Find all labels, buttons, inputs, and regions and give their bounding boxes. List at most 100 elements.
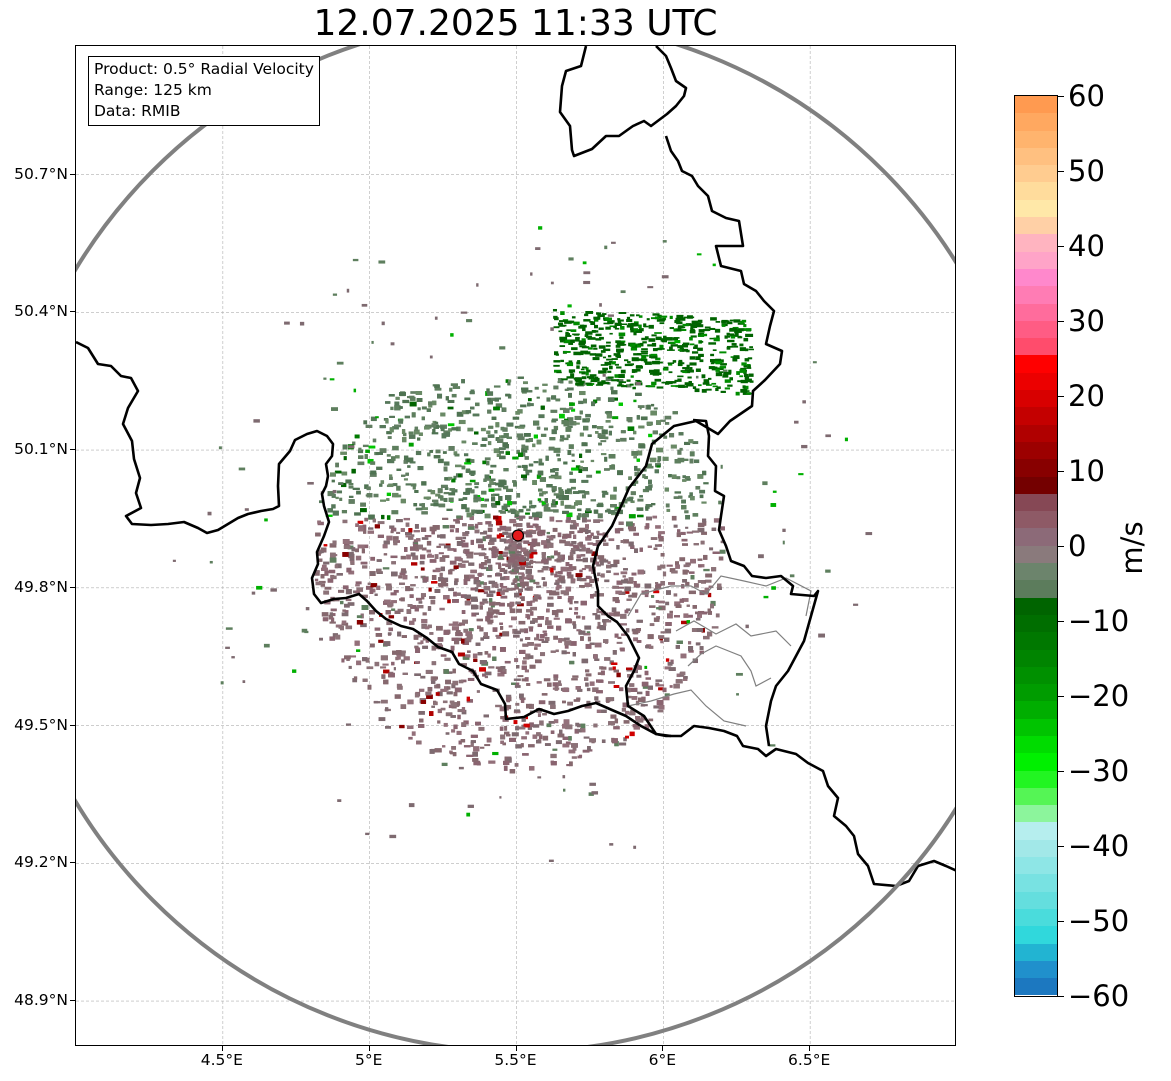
admin-border-3 <box>687 645 772 687</box>
colorbar-tick-label: −40 <box>1068 829 1130 863</box>
radar-map[interactable] <box>75 45 956 1046</box>
colorbar-tick-mark <box>1058 96 1064 97</box>
colorbar-segment <box>1015 199 1057 218</box>
colorbar-tick-mark <box>1058 846 1064 847</box>
map-title: 12.07.2025 11:33 UTC <box>313 3 718 44</box>
colorbar-tick-label: 50 <box>1068 154 1105 188</box>
colorbar-segment <box>1015 511 1057 529</box>
colorbar-tick-label: −60 <box>1068 979 1130 1013</box>
colorbar-tick-mark <box>1058 546 1064 547</box>
colorbar-segment <box>1015 372 1057 391</box>
x-tick-mark <box>662 1046 664 1051</box>
colorbar-tick-label: 0 <box>1068 529 1087 563</box>
colorbar-tick-mark <box>1058 396 1064 397</box>
colorbar-tick-mark <box>1058 771 1064 772</box>
colorbar-segment <box>1015 424 1057 442</box>
colorbar-segment <box>1015 165 1057 183</box>
x-tick-mark <box>515 1046 517 1051</box>
colorbar-tick-mark <box>1058 246 1064 247</box>
y-tick-label: 48.9°N <box>14 991 68 1010</box>
y-tick-mark <box>70 724 75 726</box>
colorbar-segment <box>1015 770 1057 788</box>
radar-site-marker[interactable] <box>511 529 525 542</box>
colorbar-segment <box>1015 753 1057 771</box>
colorbar-segment <box>1015 839 1057 858</box>
colorbar-segment <box>1015 390 1057 408</box>
colorbar-segment <box>1015 943 1057 961</box>
colorbar-segment <box>1015 303 1057 321</box>
colorbar-segment <box>1015 476 1057 494</box>
colorbar-segment <box>1015 701 1057 719</box>
colorbar-segment <box>1015 666 1057 685</box>
colorbar-segment <box>1015 96 1057 114</box>
colorbar-segment <box>1015 718 1057 736</box>
colorbar-segment <box>1015 874 1057 892</box>
colorbar-segment <box>1015 580 1057 598</box>
border-luxembourg-germany <box>692 418 820 747</box>
colorbar-segment <box>1015 735 1057 754</box>
border-belgium-germany-east <box>558 46 688 158</box>
colorbar-segment <box>1015 355 1057 373</box>
x-tick-label: 4.5°E <box>200 1051 243 1069</box>
colorbar-tick-label: −30 <box>1068 754 1130 788</box>
y-tick-label: 50.7°N <box>14 164 68 183</box>
y-tick-mark <box>70 449 75 451</box>
info-data-source: Data: RMIB <box>94 102 181 120</box>
colorbar-tick-mark <box>1058 921 1064 922</box>
colorbar-segment <box>1015 926 1057 944</box>
colorbar-segment <box>1015 441 1057 460</box>
y-tick-mark <box>70 1000 75 1002</box>
colorbar-segment <box>1015 545 1057 564</box>
country-borders <box>76 46 955 888</box>
colorbar-segment <box>1015 684 1057 702</box>
colorbar-segment <box>1015 407 1057 425</box>
colorbar-tick-label: −20 <box>1068 679 1130 713</box>
colorbar-segment <box>1015 787 1057 806</box>
colorbar-segment <box>1015 182 1057 200</box>
y-tick-label: 49.2°N <box>14 853 68 872</box>
colorbar-tick-label: 20 <box>1068 379 1105 413</box>
colorbar-tick-label: 60 <box>1068 79 1105 113</box>
admin-borders <box>627 575 812 727</box>
colorbar-segment <box>1015 268 1057 287</box>
colorbar-segment <box>1015 632 1057 650</box>
colorbar-tick-label: 40 <box>1068 229 1105 263</box>
x-tick-mark <box>368 1046 370 1051</box>
colorbar-segment <box>1015 251 1057 269</box>
x-tick-mark <box>221 1046 223 1051</box>
x-tick-label: 5.5°E <box>494 1051 537 1069</box>
colorbar-segment <box>1015 908 1057 927</box>
colorbar-segment <box>1015 891 1057 909</box>
colorbar-segment <box>1015 286 1057 304</box>
y-tick-mark <box>70 173 75 175</box>
colorbar-segment <box>1015 563 1057 581</box>
colorbar-tick-label: 10 <box>1068 454 1105 488</box>
y-tick-label: 50.1°N <box>14 440 68 459</box>
colorbar-segment <box>1015 320 1057 339</box>
colorbar-unit-label: m/s <box>1115 521 1149 575</box>
colorbar-segment <box>1015 597 1057 615</box>
colorbar-segment <box>1015 528 1057 546</box>
colorbar-tick-label: 30 <box>1068 304 1105 338</box>
y-tick-mark <box>70 586 75 588</box>
colorbar-segment <box>1015 805 1057 823</box>
y-tick-label: 49.5°N <box>14 715 68 734</box>
colorbar-segment <box>1015 217 1057 235</box>
y-tick-mark <box>70 862 75 864</box>
info-range: Range: 125 km <box>94 81 212 99</box>
border-luxembourg-belgium <box>591 135 784 738</box>
colorbar-segment <box>1015 649 1057 667</box>
colorbar-segment <box>1015 493 1057 512</box>
info-box: Product: 0.5° Radial Velocity Range: 125… <box>88 56 320 126</box>
x-tick-label: 6°E <box>648 1051 677 1069</box>
colorbar-segment <box>1015 822 1057 840</box>
colorbar-segment <box>1015 614 1057 633</box>
admin-border-2 <box>675 620 792 647</box>
colorbar-tick-mark <box>1058 621 1064 622</box>
colorbar-segment <box>1015 459 1057 477</box>
y-tick-mark <box>70 311 75 313</box>
colorbar-tick-mark <box>1058 996 1064 997</box>
admin-border-4 <box>627 689 747 727</box>
colorbar-tick-label: −10 <box>1068 604 1130 638</box>
colorbar-segment <box>1015 130 1057 148</box>
